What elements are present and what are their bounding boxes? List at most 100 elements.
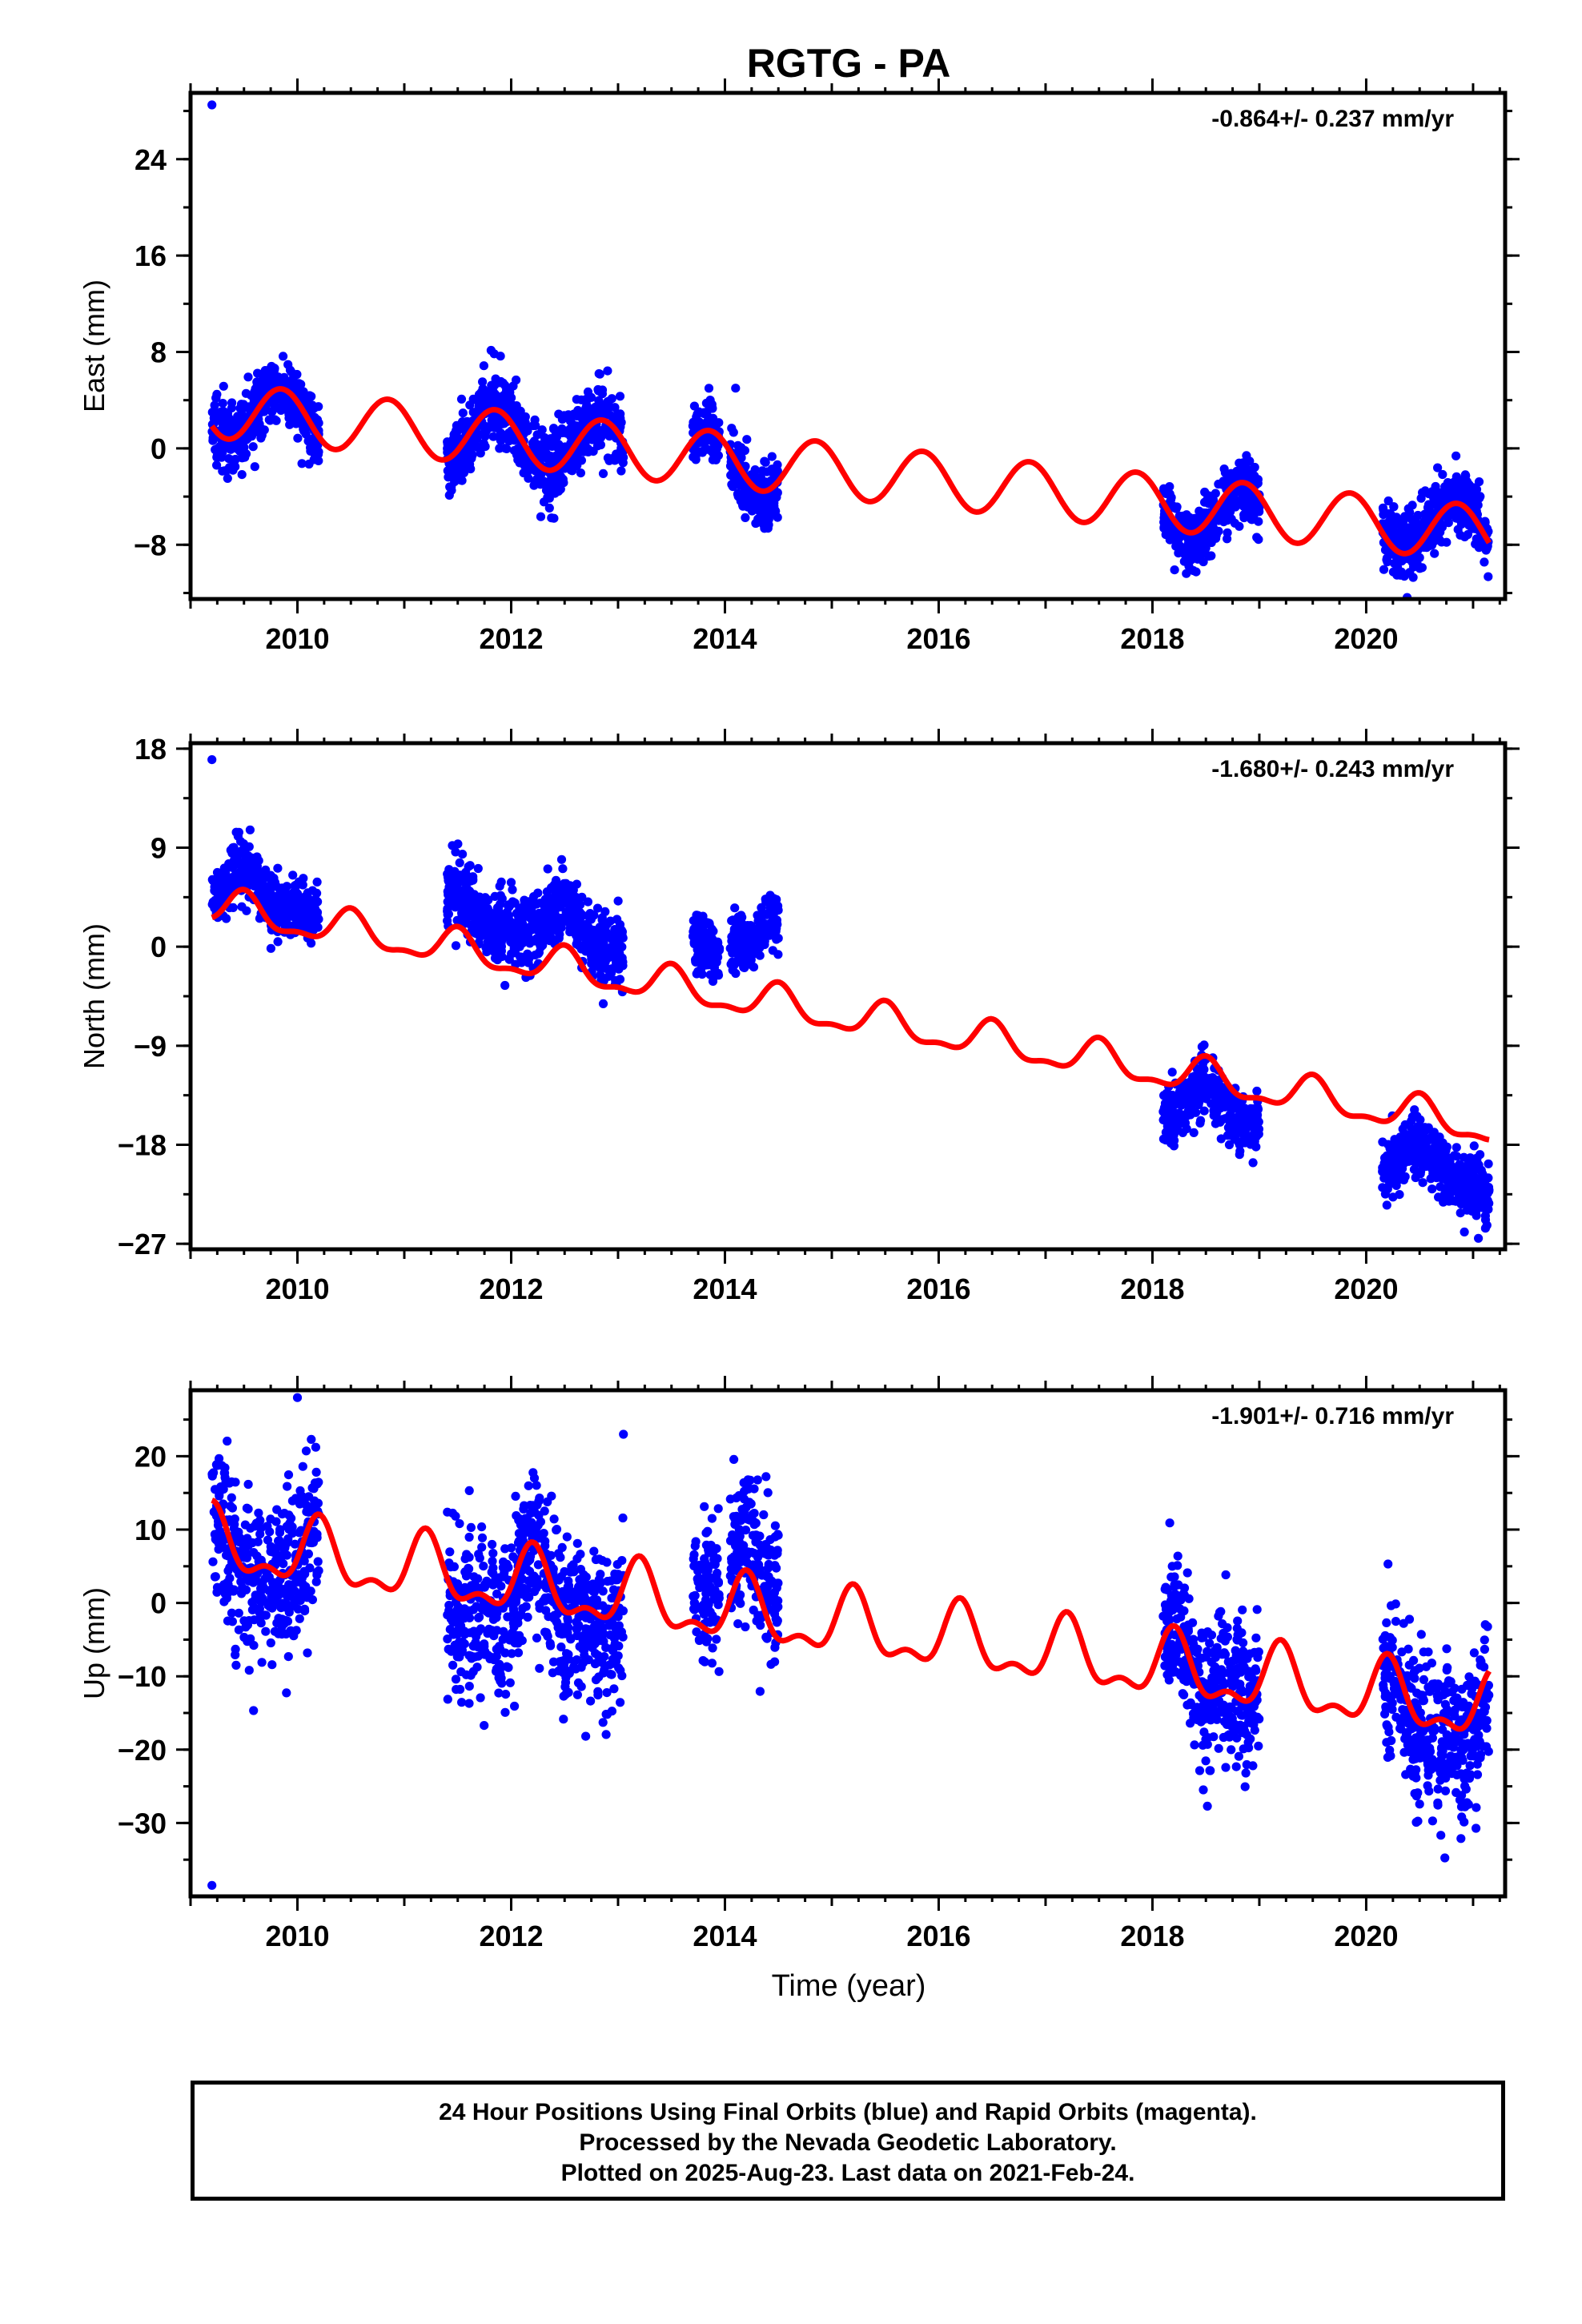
north-point-999 [615,975,625,984]
east-point-2177 [1391,513,1401,522]
east-point-2085 [1383,496,1393,506]
north-y-tick-label: 18 [135,733,167,766]
east-point-1996 [1384,509,1394,519]
east-point-1092 [444,472,453,482]
north-point-209 [273,937,283,947]
east-point-1053 [443,444,452,453]
east-point-1000 [594,428,604,438]
east-point-2203 [1425,541,1435,551]
north-point-1998 [1411,1172,1420,1183]
north-x-tick-label: 2020 [1334,1273,1398,1305]
up-point-161 [254,1508,263,1518]
north-point-403 [312,911,322,920]
north-y-axis-label: North (mm) [78,923,110,1069]
east-point-1210 [694,417,705,427]
north-point-2122 [1400,1172,1410,1181]
up-point-237 [217,1461,227,1470]
north-point-1211 [713,952,723,962]
north-point-1398 [737,919,748,929]
north-point-2138 [1463,1203,1472,1212]
north-x-tick-label: 2010 [265,1273,329,1305]
north-point-240 [288,870,298,880]
east-point-214 [250,462,259,472]
east-point-2163 [1404,523,1414,533]
north-point-1533 [1167,1068,1177,1077]
up-point-187 [283,1470,294,1480]
north-point-1781 [1230,1130,1239,1140]
east-point-97 [297,459,307,468]
east-point-992 [531,478,540,489]
north-point-952 [563,886,572,895]
east-point-375 [308,434,318,444]
north-point-1764 [1254,1124,1263,1134]
north-point-2168 [1447,1174,1457,1184]
east-point-1033 [594,386,604,396]
north-point-1054 [536,932,545,942]
east-x-tick-label: 2010 [265,622,329,655]
north-point-378 [292,917,302,927]
north-point-1109 [585,909,595,919]
north-x-tick-label: 2016 [906,1273,970,1305]
north-point-1783 [1235,1140,1244,1150]
north-x-tick-label: 2014 [693,1273,757,1305]
north-point-1542 [1252,1086,1262,1096]
east-point-1754 [1193,517,1203,528]
east-plot-frame [188,90,1508,601]
east-point-2140 [1435,521,1444,530]
east-point-993 [445,482,455,492]
east-point-579 [595,369,604,379]
east-point-1090 [475,443,484,452]
east-y-tick-label: 8 [151,336,167,369]
north-point-2163 [1395,1160,1404,1169]
east-point-2030 [1471,539,1480,549]
north-point-1186 [692,925,701,935]
north-point-1077 [464,862,473,871]
east-point-2180 [1470,494,1480,504]
north-point-1927 [1469,1141,1479,1151]
north-point-1774 [1195,1097,1204,1107]
east-point-2145 [1434,501,1443,510]
east-point-1781 [1191,543,1201,553]
east-point-1770 [1159,486,1169,496]
north-point-1376 [773,934,783,943]
east-point-821 [610,403,620,412]
east-outlier-1 [731,384,741,393]
north-point-942 [504,955,514,964]
north-point-691 [500,980,510,991]
north-point-1106 [490,911,500,921]
east-point-1654 [1195,506,1204,516]
north-point-1107 [558,864,568,874]
east-point-1751 [1184,561,1194,571]
east-point-783 [564,410,573,420]
north-point-404 [258,878,267,887]
east-point-825 [512,375,521,385]
east-point-287 [293,433,303,443]
north-point-1045 [533,888,543,898]
north-point-593 [458,850,468,859]
east-point-938 [539,476,548,486]
up-point-47 [283,1652,293,1662]
north-point-1214 [689,939,699,949]
east-point-2186 [1401,543,1411,553]
north-point-1102 [548,902,559,911]
east-point-394 [279,400,289,410]
east-point-1031 [583,387,593,396]
north-point-1751 [1232,1116,1242,1125]
north-point-1372 [729,927,739,936]
north-point-1384 [760,936,769,946]
east-point-2150 [1456,530,1465,540]
east-point-1736 [1220,468,1230,477]
east-point-340 [233,412,243,421]
north-point-2145 [1407,1112,1417,1122]
north-point-2117 [1422,1148,1431,1157]
east-point-1768 [1255,503,1264,513]
east-data-points [207,100,1493,599]
east-point-1549 [1182,569,1191,578]
east-point-2021 [1452,451,1461,460]
north-point-2186 [1398,1124,1407,1134]
north-point-388 [221,866,231,876]
north-point-1775 [1191,1087,1201,1096]
east-point-2087 [1437,537,1447,547]
up-point-206 [243,1504,253,1514]
